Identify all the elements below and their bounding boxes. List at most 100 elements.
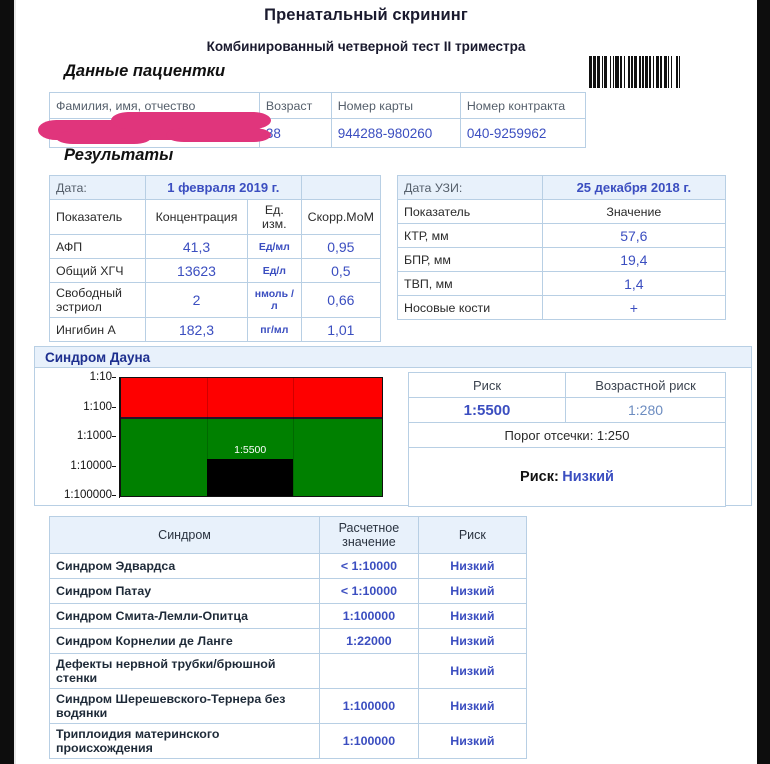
barcode-bar	[606, 56, 610, 88]
cell-marker: АФП	[49, 234, 146, 259]
results-section-heading: Результаты	[64, 146, 174, 164]
table-row: Риск: Низкий	[408, 447, 726, 507]
barcode-bar	[603, 56, 605, 88]
header-unit: Ед. изм.	[247, 199, 302, 235]
cell-concentration: 13623	[145, 258, 248, 283]
chart-y-tick	[112, 377, 116, 378]
barcode-bar	[589, 56, 593, 88]
cell-concentration: 41,3	[145, 234, 248, 259]
barcode-bar	[659, 56, 661, 88]
value-ultrasound-date: 25 декабря 2018 г.	[541, 175, 727, 200]
cell-risk: Низкий	[417, 723, 528, 759]
cell-unit: нмоль /л	[247, 282, 302, 318]
page-edge-right	[757, 0, 770, 764]
barcode-bar	[615, 56, 619, 88]
barcode-bar	[604, 56, 607, 88]
table-row: ТВП, мм 1,4	[397, 271, 727, 296]
cell-mom: 1,01	[300, 317, 382, 342]
cell-mom: 0,5	[300, 258, 382, 283]
chart-y-tick	[112, 495, 116, 496]
barcode-bar	[595, 56, 597, 88]
chart-y-tick-label: 1:10	[89, 371, 112, 383]
value-date: 1 февраля 2019 г.	[145, 175, 302, 200]
header-risk: Риск	[417, 516, 528, 554]
barcode-bar	[649, 56, 652, 88]
header-marker: Показатель	[49, 199, 146, 235]
page-title: Пренатальный скрининг	[264, 6, 468, 24]
barcode-bar	[678, 56, 680, 88]
chart-gridline	[207, 378, 209, 496]
barcode-bar	[602, 56, 604, 88]
table-row: Синдром Корнелии де Ланге 1:22000 Низкий	[48, 628, 528, 654]
cell-value: +	[541, 295, 727, 320]
cutoff-text: Порог отсечки: 1:250	[408, 422, 726, 448]
chart-y-tick-label: 1:1000	[76, 430, 112, 442]
barcode-bar	[675, 56, 678, 88]
cell-mom: 0,95	[300, 234, 382, 259]
chart-y-axis-line	[119, 377, 120, 498]
barcode-bar	[666, 56, 668, 88]
biochemistry-table: Дата: 1 февраля 2019 г. Показатель Конце…	[49, 175, 382, 342]
barcode-bar	[653, 56, 656, 88]
table-row: КТР, мм 57,6	[397, 223, 727, 248]
barcode-bar	[609, 56, 611, 88]
barcode-bar	[628, 56, 630, 88]
table-row: Синдром Эдвардса < 1:10000 Низкий	[48, 553, 528, 579]
header-mom: Скорр.МоМ	[300, 199, 382, 235]
barcode-bar	[677, 56, 679, 88]
cell-age: 38	[258, 118, 332, 148]
cell-marker: Общий ХГЧ	[49, 258, 146, 283]
barcode-bar	[593, 56, 596, 88]
cell-calculated-value: 1:22000	[319, 628, 419, 654]
header-risk: Риск	[407, 372, 567, 398]
barcode-bar	[618, 56, 620, 88]
cell-calculated-value: 1:100000	[319, 723, 419, 759]
downs-section-heading: Синдром Дауна	[34, 346, 752, 368]
barcode-bar	[644, 56, 649, 88]
barcode-bar	[599, 56, 603, 88]
redaction-mark	[166, 128, 271, 142]
barcode-bar	[619, 56, 622, 88]
table-row: Синдром Шерешевского-Тернера без водянки…	[48, 688, 528, 724]
page-subtitle: Комбинированный четверной тест II тримес…	[206, 39, 526, 54]
table-row: Триплоидия материнского происхождения 1:1…	[48, 723, 528, 759]
barcode-bar	[640, 56, 642, 88]
header-age-risk: Возрастной риск	[565, 372, 726, 398]
label-date: Дата:	[49, 175, 146, 200]
label-ultrasound-date: Дата УЗИ:	[397, 175, 543, 200]
barcode-bar	[610, 56, 614, 88]
chart-y-tick	[112, 406, 116, 408]
cell-marker: ТВП, мм	[397, 271, 543, 296]
final-risk-cell: Риск: Низкий	[408, 447, 726, 507]
syndromes-table: Синдром Расчетное значение Риск Синдром …	[48, 516, 528, 759]
cell-syndrome-name: Синдром Шерешевского-Тернера без водянки	[48, 688, 321, 724]
cell-concentration: 182,3	[145, 317, 248, 342]
barcode-bar	[655, 56, 660, 88]
chart-y-tick-label: 1:100	[83, 400, 112, 413]
table-header-row: Синдром Расчетное значение Риск	[48, 516, 528, 554]
chart-y-axis-labels: 1:10 1:100 1:1000 1:10000 1:100000	[36, 371, 116, 502]
redaction-mark	[111, 112, 271, 129]
page-edge-left-hairline	[14, 0, 16, 764]
value-age-risk: 1:280	[565, 397, 726, 423]
cell-marker: Носовые кости	[397, 295, 543, 320]
barcode-bar	[671, 56, 673, 88]
cell-syndrome-name: Триплоидия материнского происхождения	[48, 723, 321, 759]
barcode-bar	[629, 56, 631, 88]
chart-zone-high-risk	[121, 378, 382, 420]
cell-mom: 0,66	[300, 282, 382, 318]
table-row: Ингибин А 182,3 пг/мл 1,01	[49, 317, 382, 342]
cell-marker: БПР, мм	[397, 247, 543, 272]
cell-calculated-value: 1:100000	[319, 688, 419, 724]
document-page: Пренатальный скрининг Комбинированный че…	[16, 0, 757, 764]
header-syndrome: Синдром	[48, 516, 321, 554]
ultrasound-table: Дата УЗИ: 25 декабря 2018 г. Показатель …	[397, 175, 727, 320]
barcode-bar	[667, 56, 669, 88]
table-row: БПР, мм 19,4	[397, 247, 727, 272]
header-age: Возраст	[258, 92, 332, 119]
table-header-row: Показатель Значение	[397, 199, 727, 224]
cell-card: 944288-980260	[330, 118, 461, 148]
redaction-mark	[56, 131, 151, 144]
table-row: Свободный эстриол 2 нмоль /л 0,66	[49, 282, 382, 318]
chart-gridline	[293, 378, 295, 496]
